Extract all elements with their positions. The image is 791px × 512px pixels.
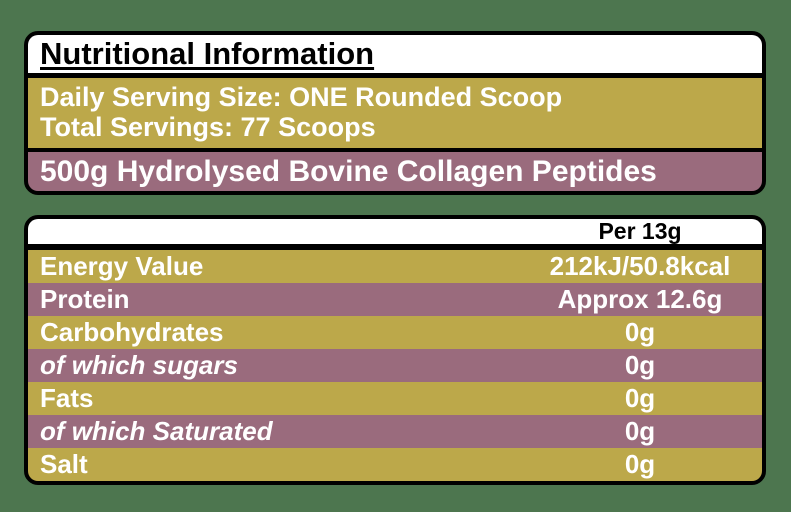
nutrient-label: Carbohydrates [40, 317, 224, 347]
product-description-row: 500g Hydrolysed Bovine Collagen Peptides [28, 152, 762, 191]
nutrition-rows: Energy Value 212kJ/50.8kcal Protein Approx … [28, 250, 762, 481]
info-panel: Nutritional Information Daily Serving Si… [24, 31, 766, 195]
nutrition-row: of which Saturated 0g [28, 415, 762, 448]
panel-title: Nutritional Information [40, 36, 375, 71]
nutrient-label: Fats [40, 383, 94, 413]
nutrient-label: of which sugars [40, 350, 238, 380]
nutrient-value: 0g [624, 449, 656, 479]
nutrient-value: 0g [624, 350, 656, 380]
serving-size-text: Daily Serving Size: ONE Rounded Scoop [40, 82, 563, 112]
nutrient-value: 212kJ/50.8kcal [549, 251, 731, 281]
nutrient-value: 0g [624, 317, 656, 347]
nutrition-row: Energy Value 212kJ/50.8kcal [28, 250, 762, 283]
nutrition-row: Fats 0g [28, 382, 762, 415]
nutrition-row: Protein Approx 12.6g [28, 283, 762, 316]
nutrient-label: Protein [40, 284, 130, 314]
per-serving-column-header: Per 13g [598, 218, 682, 244]
nutrient-label: Energy Value [40, 251, 204, 281]
nutrition-row: Salt 0g [28, 448, 762, 481]
serving-info-row: Daily Serving Size: ONE Rounded Scoop To… [28, 78, 762, 152]
nutrient-value: 0g [624, 416, 656, 446]
nutrition-header-spacer [28, 219, 518, 244]
nutrition-panel: Per 13g Energy Value 212kJ/50.8kcal Protei… [24, 215, 766, 485]
nutrient-label: Salt [40, 449, 88, 479]
nutrition-row: of which sugars 0g [28, 349, 762, 382]
nutrient-value: Approx 12.6g [557, 284, 723, 314]
nutrition-header-row: Per 13g [28, 219, 762, 250]
total-servings-text: Total Servings: 77 Scoops [40, 112, 376, 142]
panel-title-row: Nutritional Information [28, 35, 762, 78]
nutrient-label: of which Saturated [40, 416, 273, 446]
nutrition-row: Carbohydrates 0g [28, 316, 762, 349]
product-description-text: 500g Hydrolysed Bovine Collagen Peptides [40, 155, 657, 188]
nutrient-value: 0g [624, 383, 656, 413]
